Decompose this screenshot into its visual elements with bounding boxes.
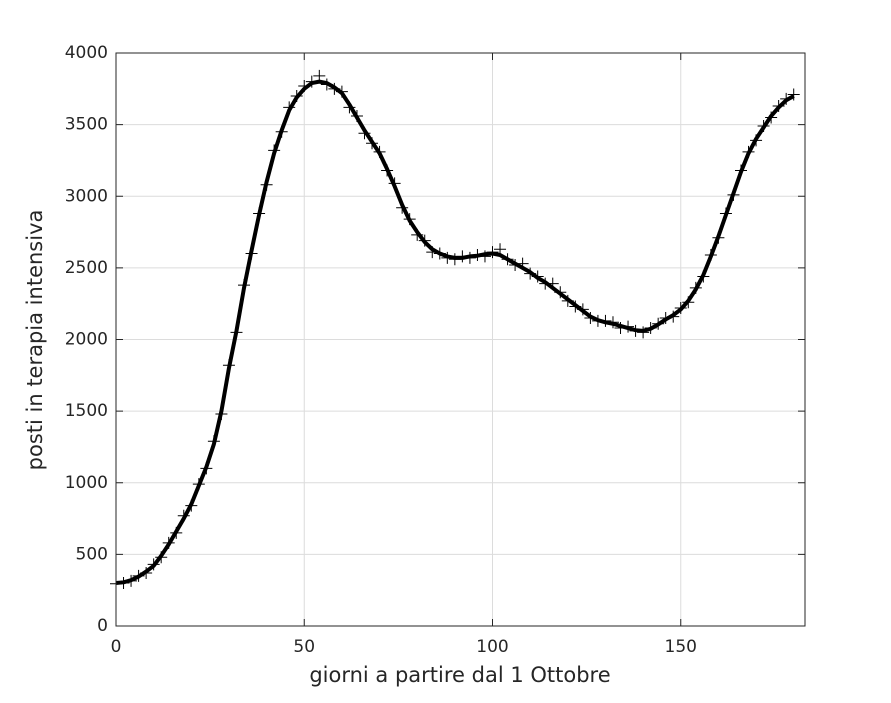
y-tick-label: 3000 <box>65 186 108 206</box>
y-tick-label: 0 <box>97 616 108 636</box>
y-axis-title: posti in terapia intensiva <box>23 210 47 471</box>
y-tick-label: 2500 <box>65 258 108 278</box>
x-tick-label: 150 <box>665 637 697 657</box>
y-tick-label: 1000 <box>65 473 108 493</box>
line <box>115 79 795 586</box>
x-tick-label: 100 <box>476 637 508 657</box>
y-tick-label: 500 <box>76 544 108 564</box>
y-tick-label: 2000 <box>65 330 108 350</box>
y-tick-label: 1500 <box>65 401 108 421</box>
x-tick-label: 50 <box>293 637 315 657</box>
y-tick-label: 4000 <box>65 43 108 63</box>
marker <box>787 88 800 101</box>
x-tick-label: 0 <box>111 637 122 657</box>
x-axis-title: giorni a partire dal 1 Ottobre <box>309 663 610 687</box>
y-tick-label: 3500 <box>65 115 108 135</box>
